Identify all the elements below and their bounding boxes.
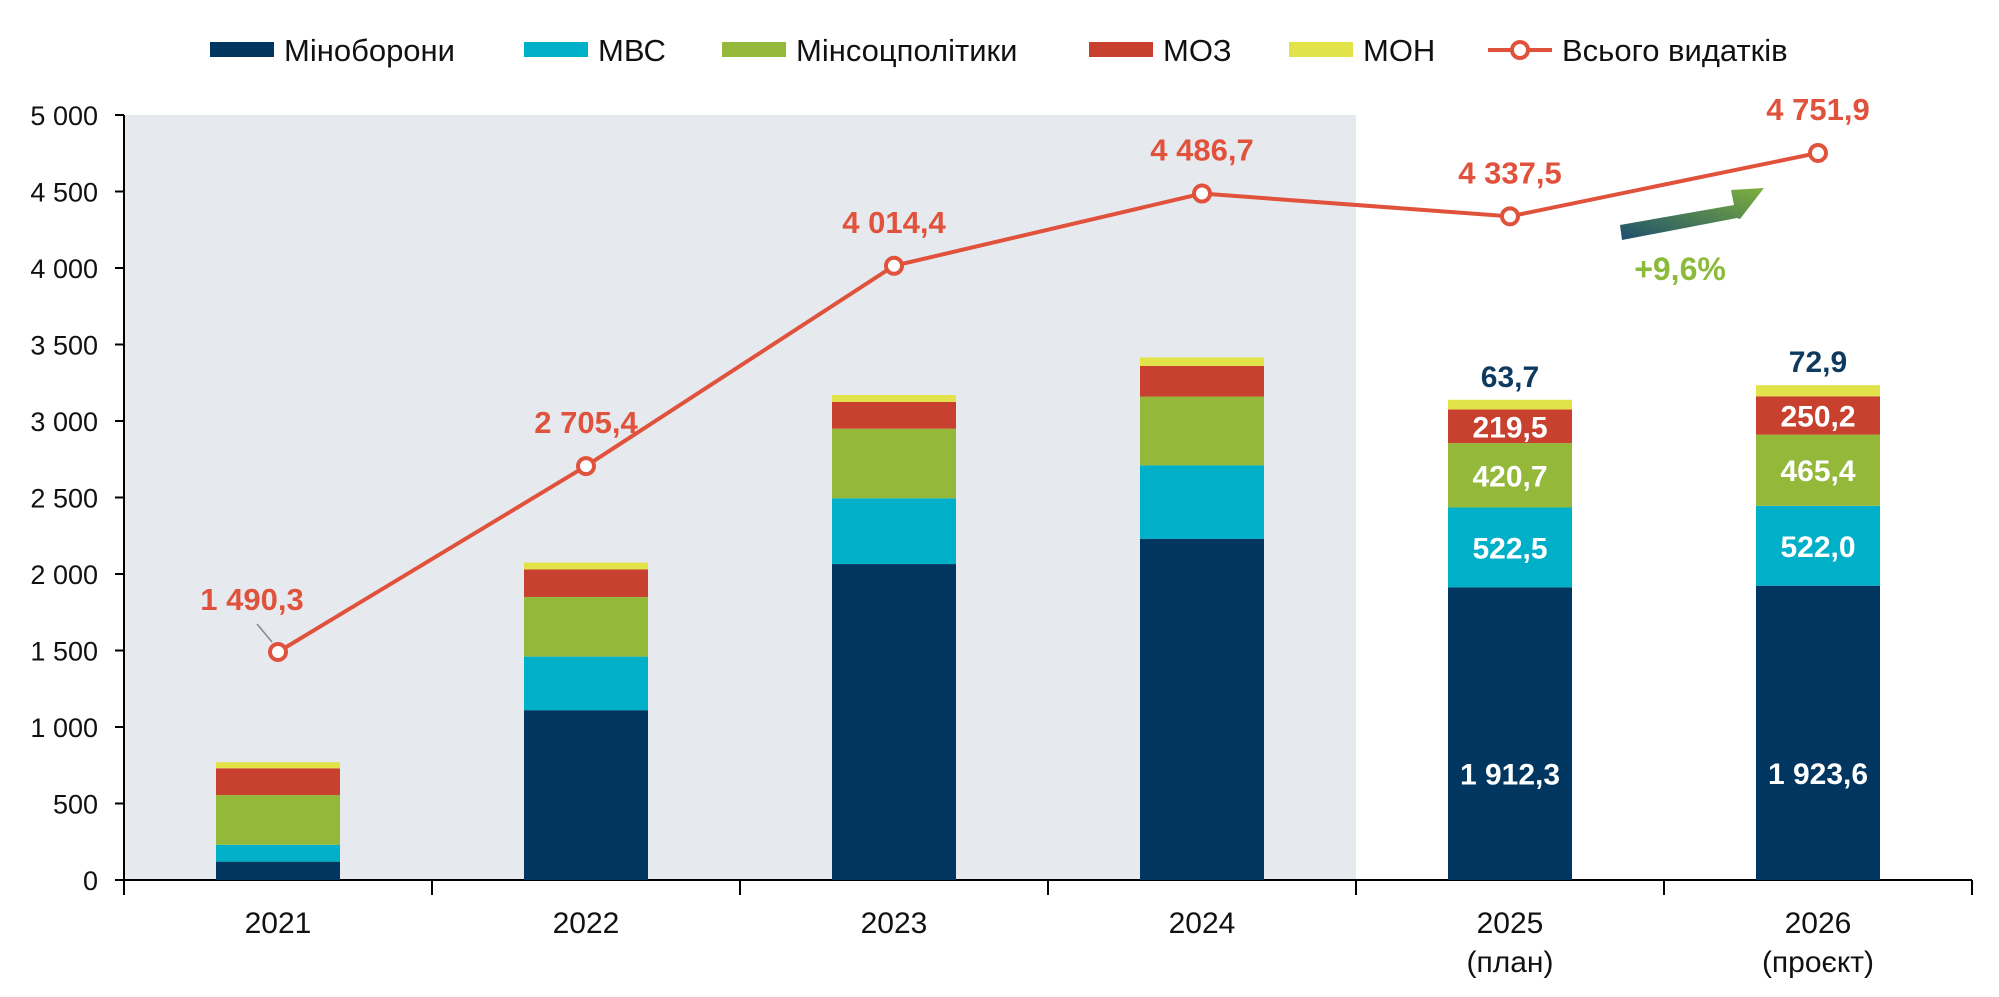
y-tick-label-3000: 3 000 bbox=[30, 407, 98, 437]
bar-2023-series-5 bbox=[832, 394, 956, 402]
total-label-2021: 1 490,3 bbox=[200, 582, 303, 617]
legend-swatch-3 bbox=[722, 42, 786, 57]
legend-label-4: МОЗ bbox=[1163, 33, 1232, 68]
x-tick-label-2026: 2026 bbox=[1785, 907, 1852, 940]
bar-2022-series-5 bbox=[524, 562, 648, 570]
growth-label: +9,6% bbox=[1634, 251, 1726, 287]
y-tick-label-4500: 4 500 bbox=[30, 178, 98, 208]
bar-2024-series-3 bbox=[1140, 396, 1264, 466]
total-marker-2021 bbox=[268, 641, 288, 662]
total-marker-2026 bbox=[1808, 142, 1828, 163]
bar-2024-series-2 bbox=[1140, 465, 1264, 539]
legend-label-3: Мінсоцполітики bbox=[796, 33, 1017, 68]
legend-label-5: МОН bbox=[1363, 33, 1435, 68]
bar-label-2025-series-4: 219,5 bbox=[1472, 411, 1547, 444]
y-tick-label-500: 500 bbox=[53, 790, 98, 820]
bar-2021-series-2 bbox=[216, 844, 340, 862]
total-label-2023: 4 014,4 bbox=[842, 205, 946, 240]
total-marker-2025 bbox=[1500, 206, 1520, 227]
legend-swatch-total-marker bbox=[1510, 40, 1530, 60]
legend-swatch-2 bbox=[524, 42, 588, 57]
bar-2024-series-1 bbox=[1140, 538, 1264, 880]
bar-label-2026-series-5: 72,9 bbox=[1789, 346, 1847, 379]
bar-2022-series-3 bbox=[524, 596, 648, 657]
bar-2023-series-2 bbox=[832, 498, 956, 565]
legend-label-2: МВС bbox=[598, 33, 666, 68]
bar-2024-series-4 bbox=[1140, 365, 1264, 397]
x-tick-label-2024: 2024 bbox=[1169, 907, 1236, 940]
x-tick-label-2022: 2022 bbox=[553, 907, 620, 940]
legend-label-1: Міноборони bbox=[284, 33, 455, 68]
legend-swatch-5 bbox=[1289, 42, 1353, 57]
total-marker-2022 bbox=[576, 456, 596, 477]
total-label-leader-2021 bbox=[256, 623, 273, 643]
total-marker-2023 bbox=[884, 255, 904, 276]
bar-2023-series-1 bbox=[832, 564, 956, 880]
bar-2021-series-4 bbox=[216, 768, 340, 796]
bar-label-2025-series-5: 63,7 bbox=[1481, 361, 1539, 394]
bar-2025-series-4 bbox=[1448, 409, 1572, 444]
bar-2025-series-3 bbox=[1448, 443, 1572, 508]
bar-label-2026-series-2: 522,0 bbox=[1780, 531, 1855, 564]
x-tick-label-2023: 2023 bbox=[861, 907, 928, 940]
bar-2025-series-1 bbox=[1448, 587, 1572, 880]
bar-label-2025-series-3: 420,7 bbox=[1472, 460, 1547, 493]
legend-label-total: Всього видатків bbox=[1562, 33, 1788, 68]
bar-2023-series-4 bbox=[832, 401, 956, 429]
y-tick-label-3500: 3 500 bbox=[30, 331, 98, 361]
y-tick-label-2000: 2 000 bbox=[30, 560, 98, 590]
bar-label-2025-series-1: 1 912,3 bbox=[1460, 759, 1560, 792]
x-tick-label-2021: 2021 bbox=[245, 907, 312, 940]
bar-2026-series-5 bbox=[1756, 385, 1880, 397]
total-label-2025: 4 337,5 bbox=[1458, 155, 1561, 190]
bar-2022-series-1 bbox=[524, 710, 648, 880]
y-axis: 0 500 1 000 1 500 2 000 2 500 3 000 3 500 4 000 4… bbox=[30, 101, 125, 896]
y-tick-label-2500: 2 500 bbox=[30, 484, 98, 514]
bar-2026-series-1 bbox=[1756, 585, 1880, 880]
y-tick-label-1500: 1 500 bbox=[30, 637, 98, 667]
bar-2025-series-5 bbox=[1448, 399, 1572, 410]
total-line-path bbox=[276, 151, 1819, 654]
bar-2022-series-2 bbox=[524, 656, 648, 711]
bar-2024-series-5 bbox=[1140, 357, 1264, 366]
y-tick-label-1000: 1 000 bbox=[30, 713, 98, 743]
legend-swatch-1 bbox=[210, 42, 274, 57]
total-label-2026: 4 751,9 bbox=[1766, 92, 1869, 127]
bar-2023-series-3 bbox=[832, 428, 956, 499]
growth-arrow-icon bbox=[1620, 188, 1764, 240]
bar-2025-series-2 bbox=[1448, 507, 1572, 588]
total-marker-2024 bbox=[1192, 183, 1212, 204]
y-tick-label-5000: 5 000 bbox=[30, 101, 98, 131]
segment-labels: 1 912,3 522,5 420,7 219,5 63,7 1 923,6 522,0 46… bbox=[1460, 346, 1868, 791]
bar-label-2026-series-1: 1 923,6 bbox=[1768, 758, 1868, 791]
bar-2021-series-1 bbox=[216, 861, 340, 880]
bar-2022-series-4 bbox=[524, 569, 648, 597]
legend: Міноборони МВС Мінсоцполітики МОЗ МОН Всього … bbox=[210, 33, 1788, 68]
x-tick-sublabel-2026: (проєкт) bbox=[1762, 946, 1874, 979]
bar-2026-series-4 bbox=[1756, 396, 1880, 435]
x-tick-label-2025: 2025 bbox=[1477, 907, 1544, 940]
bar-label-2026-series-3: 465,4 bbox=[1780, 455, 1855, 488]
total-label-2024: 4 486,7 bbox=[1150, 133, 1253, 168]
y-tick-label-4000: 4 000 bbox=[30, 254, 98, 284]
bar-label-2025-series-2: 522,5 bbox=[1472, 532, 1547, 565]
bar-2021-series-5 bbox=[216, 762, 340, 769]
x-tick-sublabel-2025: (план) bbox=[1467, 946, 1554, 979]
growth-annotation: +9,6% bbox=[1620, 188, 1764, 287]
bar-label-2026-series-4: 250,2 bbox=[1780, 400, 1855, 433]
x-axis: 2021 2022 2023 2024 2025 (план) 2026 (проєкт) bbox=[123, 879, 1973, 979]
legend-swatch-4 bbox=[1089, 42, 1153, 57]
bar-2026-series-3 bbox=[1756, 434, 1880, 506]
bar-2021-series-3 bbox=[216, 795, 340, 845]
bar-2026-series-2 bbox=[1756, 505, 1880, 586]
bars bbox=[216, 357, 1880, 880]
total-line: 1 490,3 2 705,4 4 014,4 4 486,7 4 337,5 4 751… bbox=[200, 92, 1870, 662]
total-label-2022: 2 705,4 bbox=[534, 405, 638, 440]
y-tick-label-0: 0 bbox=[83, 866, 98, 896]
